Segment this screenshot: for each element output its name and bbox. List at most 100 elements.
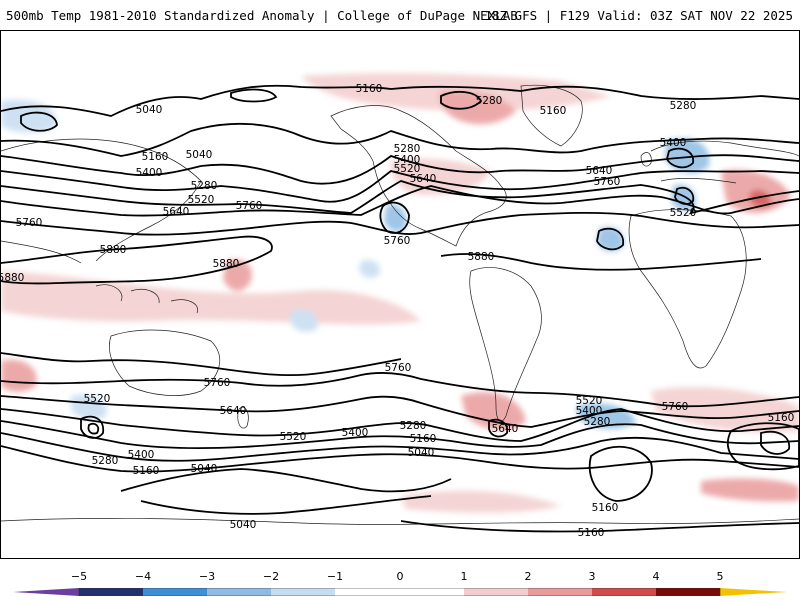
cold-anomaly-tasman bbox=[71, 394, 107, 420]
contour-5280-south bbox=[1, 432, 799, 462]
contour-label: 5400 bbox=[660, 137, 687, 149]
contour-label: 5760 bbox=[594, 176, 621, 188]
colorbar-extend-high bbox=[720, 588, 787, 596]
contour-5040-south bbox=[120, 468, 452, 493]
color-legend: −5 −4 −3 −2 −1 0 1 2 3 4 5 bbox=[0, 570, 800, 600]
coast-maritime-continent bbox=[95, 284, 198, 314]
cold-anomaly-atlantic bbox=[597, 227, 624, 252]
contour-label: 5160 bbox=[592, 502, 619, 514]
contour-label: 5400 bbox=[128, 449, 155, 461]
anomaly-map: 5160 5040 5280 5160 5280 5160 5040 5400 … bbox=[1, 73, 799, 539]
contour-label: 5280 bbox=[670, 100, 697, 112]
contour-5760-south bbox=[1, 372, 799, 408]
warm-anomaly-australia-west bbox=[1, 359, 37, 392]
colorbar-bin-p2 bbox=[528, 588, 592, 596]
legend-tick: 4 bbox=[652, 570, 660, 583]
map-panel: 5160 5040 5280 5160 5280 5160 5040 5400 … bbox=[0, 30, 800, 559]
contour-label: 5160 bbox=[768, 412, 795, 424]
contour-label: 5760 bbox=[204, 377, 231, 389]
contour-5160-north bbox=[1, 122, 799, 157]
contour-label: 5280 bbox=[476, 95, 503, 107]
warm-anomaly-southern-ocean bbox=[401, 490, 561, 513]
cold-anomaly-california bbox=[384, 204, 407, 232]
coast-australia bbox=[109, 329, 220, 396]
contour-5160-south bbox=[1, 445, 799, 473]
contour-low-tasman-outer bbox=[80, 415, 105, 439]
contour-5880-south bbox=[1, 352, 402, 377]
contour-label: 5520 bbox=[188, 194, 215, 206]
contour-low-arctic bbox=[440, 90, 483, 110]
contour-label: 5400 bbox=[576, 405, 603, 417]
contour-5040-antarctic bbox=[140, 495, 432, 515]
coast-africa bbox=[628, 209, 747, 369]
colorbar-bin-n4 bbox=[79, 588, 143, 596]
legend-tick: −3 bbox=[198, 570, 216, 583]
colorbar-bin-p4 bbox=[656, 588, 720, 596]
contour-label: 5280 bbox=[191, 180, 218, 192]
contour-low-south-indian-inner bbox=[760, 430, 790, 455]
contour-label: 5880 bbox=[100, 244, 127, 256]
contour-5400-south bbox=[1, 420, 799, 450]
coast-south-america bbox=[469, 267, 542, 422]
colorbar-bin-n1 bbox=[271, 588, 335, 596]
colorbar-bin-zero-low bbox=[335, 588, 400, 596]
contour-label: 5640 bbox=[163, 206, 190, 218]
colorbar-bin-p3 bbox=[592, 588, 656, 596]
contour-label: 5760 bbox=[384, 235, 411, 247]
contour-label: 5280 bbox=[400, 420, 427, 432]
contour-label: 5160 bbox=[410, 433, 437, 445]
contour-low-atlantic bbox=[596, 227, 624, 251]
contour-low-south-indian-outer bbox=[726, 422, 799, 471]
height-contours bbox=[1, 84, 799, 533]
model-run-info: 18Z GFS | F129 Valid: 03Z SAT NOV 22 202… bbox=[484, 8, 793, 23]
contour-5040-north bbox=[1, 84, 799, 117]
contour-label: 5520 bbox=[84, 393, 111, 405]
contour-label: 5400 bbox=[342, 427, 369, 439]
contour-label: 5280 bbox=[394, 143, 421, 155]
contour-5160-ring bbox=[588, 445, 653, 502]
header: 500mb Temp 1981-2010 Standardized Anomal… bbox=[0, 0, 800, 30]
contour-5160-antarctic bbox=[400, 520, 799, 533]
legend-tick: 5 bbox=[716, 570, 724, 583]
legend-tick: 0 bbox=[396, 570, 404, 583]
cold-anomaly-pacific-nw bbox=[1, 99, 57, 133]
colorbar-extend-low bbox=[13, 588, 79, 596]
contour-label: 5760 bbox=[662, 401, 689, 413]
contour-label: 5160 bbox=[142, 151, 169, 163]
warm-anomaly-indian bbox=[651, 386, 799, 433]
colorbar-bin-n2 bbox=[207, 588, 271, 596]
anomaly-shading bbox=[1, 73, 799, 513]
legend-tick: −5 bbox=[70, 570, 88, 583]
contour-low-scandinavia bbox=[666, 147, 694, 169]
contour-label: 5880 bbox=[468, 251, 495, 263]
contour-label: 5160 bbox=[578, 527, 605, 539]
contour-label: 5160 bbox=[133, 465, 160, 477]
contour-low-california bbox=[379, 201, 410, 234]
contour-label: 5640 bbox=[586, 165, 613, 177]
contour-label: 5760 bbox=[16, 217, 43, 229]
contour-5520-south bbox=[1, 408, 799, 442]
contour-label: 5040 bbox=[408, 447, 435, 459]
colorbar bbox=[13, 588, 787, 596]
contour-low-iberia bbox=[674, 186, 695, 205]
map-title: 500mb Temp 1981-2010 Standardized Anomal… bbox=[6, 8, 518, 23]
colorbar-bin-n3 bbox=[143, 588, 207, 596]
contour-5400-north bbox=[1, 170, 799, 203]
contour-low-alaska bbox=[230, 88, 278, 103]
contour-5880-north bbox=[1, 235, 273, 285]
contour-label: 5880 bbox=[1, 272, 24, 284]
contour-label: 5760 bbox=[385, 362, 412, 374]
cold-anomaly-scandinavia bbox=[665, 138, 710, 174]
coast-antarctica bbox=[1, 518, 799, 525]
contour-low-south-atlantic bbox=[488, 418, 509, 438]
legend-tick: −1 bbox=[326, 570, 344, 583]
contour-label: 5760 bbox=[236, 200, 263, 212]
coast-europe bbox=[650, 140, 799, 184]
contour-label: 5160 bbox=[540, 105, 567, 117]
legend-tick: −2 bbox=[262, 570, 280, 583]
colorbar-outline bbox=[78, 588, 721, 596]
warm-anomaly-south-atlantic bbox=[461, 392, 526, 431]
contour-low-pacific-nw bbox=[20, 111, 58, 132]
contour-low-tasman-inner bbox=[87, 422, 100, 435]
contour-5280-north bbox=[1, 154, 799, 185]
